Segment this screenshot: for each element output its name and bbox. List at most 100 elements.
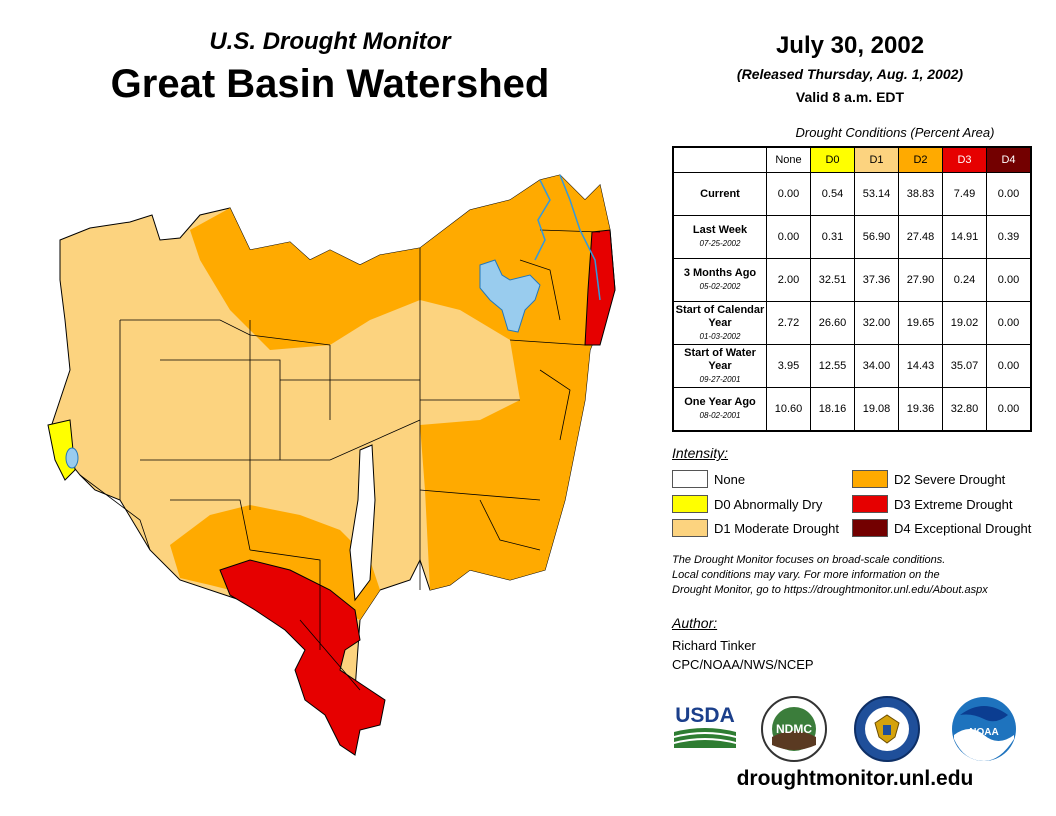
legend-swatch xyxy=(852,519,888,537)
table-cell: 10.60 xyxy=(766,387,811,432)
legend-label: D2 Severe Drought xyxy=(894,471,1006,487)
row-label: Current xyxy=(672,172,767,216)
legend-label: D4 Exceptional Drought xyxy=(894,520,1032,536)
table-cell: 19.08 xyxy=(854,387,899,432)
disclaimer-note: The Drought Monitor focuses on broad-sca… xyxy=(672,553,1042,598)
table-cell: 3.95 xyxy=(766,344,811,388)
table-cell: 32.51 xyxy=(810,258,855,302)
row-label: Last Week 07-25-2002 xyxy=(672,215,767,259)
map-subtitle: U.S. Drought Monitor xyxy=(209,28,451,55)
table-cell: 2.00 xyxy=(766,258,811,302)
col-d4: D4 xyxy=(986,146,1032,173)
usda-logo-graphic: USDA xyxy=(674,704,736,748)
noaa-logo-text: NOAA xyxy=(969,727,998,738)
row-label-text: One Year Ago xyxy=(684,396,756,408)
table-cell: 19.36 xyxy=(898,387,943,432)
table-cell: 0.00 xyxy=(766,172,811,216)
legend-label: D0 Abnormally Dry xyxy=(714,496,823,512)
lake-tahoe xyxy=(65,447,79,469)
table-row: Start of Calendar Year 01-03-2002 2.72 26… xyxy=(672,301,1032,345)
table-cell: 32.00 xyxy=(854,301,899,345)
river xyxy=(534,174,601,301)
row-label: Start of Calendar Year 01-03-2002 xyxy=(672,301,767,345)
table-cell: 0.00 xyxy=(986,387,1032,432)
legend-swatch xyxy=(672,519,708,537)
great-salt-lake xyxy=(479,259,541,333)
table-row: 3 Months Ago 05-02-2002 2.00 32.51 37.36 … xyxy=(672,258,1032,302)
table-cell: 19.02 xyxy=(942,301,987,345)
row-label-text: Start of Water Year xyxy=(684,346,756,372)
author-org: CPC/NOAA/NWS/NCEP xyxy=(672,657,814,672)
table-cell: 26.60 xyxy=(810,301,855,345)
note-line: The Drought Monitor focuses on broad-sca… xyxy=(672,554,946,566)
footer-url[interactable]: droughtmonitor.unl.edu xyxy=(736,767,974,790)
map-title: Great Basin Watershed xyxy=(110,62,550,106)
table-cell: 12.55 xyxy=(810,344,855,388)
table-header-row: None D0 D1 D2 D3 D4 xyxy=(673,146,1032,173)
col-d2: D2 xyxy=(898,146,943,173)
table-cell: 27.48 xyxy=(898,215,943,259)
table-cell: 38.83 xyxy=(898,172,943,216)
note-line: Local conditions may vary. For more info… xyxy=(672,569,940,581)
note-line: Drought Monitor, go to https://droughtmo… xyxy=(672,584,988,596)
table-cell: 0.31 xyxy=(810,215,855,259)
table-cell: 19.65 xyxy=(898,301,943,345)
commerce-seal-graphic xyxy=(854,696,920,762)
region-none xyxy=(349,444,376,602)
table-cell: 0.00 xyxy=(986,301,1032,345)
table-cell: 0.00 xyxy=(986,172,1032,216)
table-cell: 27.90 xyxy=(898,258,943,302)
region-d3-south xyxy=(219,559,386,756)
ndmc-logo-text: NDMC xyxy=(776,722,812,736)
noaa-logo-graphic: NOAA xyxy=(952,697,1016,761)
commerce-seal-logo xyxy=(853,695,921,763)
row-date: 09-27-2001 xyxy=(699,374,741,384)
table-row: Current 0.00 0.54 53.14 38.83 7.49 0.00 xyxy=(672,172,1032,216)
table-cell: 32.80 xyxy=(942,387,987,432)
legend-item-d0: D0 Abnormally Dry xyxy=(672,495,822,513)
table-cell: 56.90 xyxy=(854,215,899,259)
legend-title: Intensity: xyxy=(672,445,729,461)
table-cell: 14.91 xyxy=(942,215,987,259)
table-cell: 7.49 xyxy=(942,172,987,216)
table-caption: Drought Conditions (Percent Area) xyxy=(795,125,995,140)
legend-item-d4: D4 Exceptional Drought xyxy=(852,519,1031,537)
ndmc-logo-graphic: NDMC xyxy=(761,696,827,762)
legend-swatch xyxy=(852,470,888,488)
table-cell: 0.54 xyxy=(810,172,855,216)
table-cell: 53.14 xyxy=(854,172,899,216)
table-cell: 37.36 xyxy=(854,258,899,302)
col-d3: D3 xyxy=(942,146,987,173)
row-label-text: 3 Months Ago xyxy=(683,267,757,279)
legend-item-none: None xyxy=(672,470,745,488)
drought-map xyxy=(47,174,616,756)
region-d3-east xyxy=(584,229,616,346)
row-date: 07-25-2002 xyxy=(699,239,741,248)
legend-label: None xyxy=(714,471,746,487)
noaa-logo: NOAA xyxy=(950,695,1018,763)
drought-conditions-table: None D0 D1 D2 D3 D4 Current 0.00 0.54 53… xyxy=(672,146,1032,432)
legend-item-d2: D2 Severe Drought xyxy=(852,470,1005,488)
table-row: Last Week 07-25-2002 0.00 0.31 56.90 27.4… xyxy=(672,215,1032,259)
legend-swatch xyxy=(672,470,708,488)
table-cell: 18.16 xyxy=(810,387,855,432)
table-row: One Year Ago 08-02-2001 10.60 18.16 19.08… xyxy=(672,387,1032,432)
row-label: 3 Months Ago 05-02-2002 xyxy=(672,258,767,302)
table-cell: 35.07 xyxy=(942,344,987,388)
row-date: 05-02-2002 xyxy=(699,282,741,291)
legend-swatch xyxy=(852,495,888,513)
col-none: None xyxy=(766,146,811,173)
valid-date: July 30, 2002 xyxy=(775,32,925,59)
row-label-text: Start of Calendar Year xyxy=(675,303,765,329)
table-cell: 34.00 xyxy=(854,344,899,388)
valid-time: Valid 8 a.m. EDT xyxy=(795,89,905,105)
row-date: 01-03-2002 xyxy=(699,331,741,341)
row-date: 08-02-2001 xyxy=(699,411,741,420)
table-cell: 0.00 xyxy=(766,215,811,259)
header-blank-cell xyxy=(673,147,767,173)
row-label: One Year Ago 08-02-2001 xyxy=(672,387,767,432)
ndmc-logo: NDMC xyxy=(760,695,828,763)
row-label-text: Last Week xyxy=(692,224,748,236)
table-cell: 0.00 xyxy=(986,344,1032,388)
legend-label: D1 Moderate Drought xyxy=(714,520,840,536)
